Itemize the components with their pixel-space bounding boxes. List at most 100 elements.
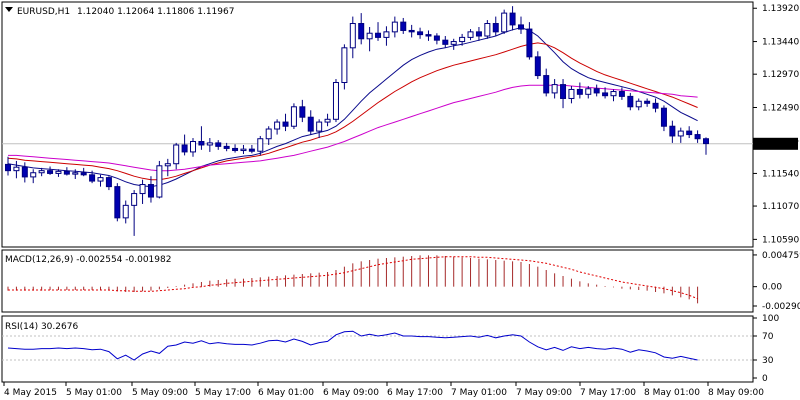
candle-body xyxy=(72,172,79,175)
moving-averages xyxy=(7,27,698,188)
rsi-panel-frame xyxy=(1,315,754,383)
candle xyxy=(610,89,617,102)
candle-body xyxy=(391,21,398,33)
symbol-label: EURUSD,H1 xyxy=(17,7,70,17)
price-panel[interactable]: EURUSD,H1 1.12040 1.12064 1.11806 1.1196… xyxy=(1,1,799,248)
candle-body xyxy=(265,128,272,140)
candle xyxy=(282,113,289,132)
candle-body xyxy=(105,177,112,188)
candle xyxy=(332,79,339,123)
candle xyxy=(593,84,600,97)
candle xyxy=(30,169,37,184)
time-tick-label: 6 May 01:00 xyxy=(258,388,314,398)
candle xyxy=(307,110,314,135)
candle xyxy=(206,138,213,152)
candle xyxy=(400,17,407,34)
candle-body xyxy=(652,102,659,109)
price-tick-label: 1.11070 xyxy=(762,202,799,212)
candle xyxy=(618,87,625,100)
candle xyxy=(635,98,642,111)
candle-body xyxy=(400,21,407,31)
candle xyxy=(139,179,146,204)
candle xyxy=(375,22,382,41)
candle-body xyxy=(560,84,567,99)
rsi-tick-label: 70 xyxy=(762,332,774,342)
candle-body xyxy=(703,138,709,145)
candle-body xyxy=(534,56,541,77)
candle xyxy=(391,16,398,38)
candle-body xyxy=(610,91,617,97)
candle xyxy=(358,13,365,45)
candle-body xyxy=(366,32,373,40)
candle xyxy=(316,119,323,139)
candle xyxy=(147,176,154,203)
candle xyxy=(433,33,440,45)
candle xyxy=(13,160,20,179)
price-tick-label: 1.11540 xyxy=(762,169,799,179)
candle xyxy=(290,103,297,130)
macd-panel[interactable]: MACD(12,26,9) -0.002554 -0.001982 0.0047… xyxy=(1,249,800,313)
candle xyxy=(686,126,693,139)
candle xyxy=(543,68,550,97)
candle-body xyxy=(475,31,482,37)
candle-body xyxy=(324,118,331,123)
candle-body xyxy=(63,170,70,175)
price-tick-label: 1.13440 xyxy=(762,38,799,48)
candle xyxy=(694,130,701,143)
candle-body xyxy=(686,130,693,136)
candle-body xyxy=(206,142,213,146)
candle-body xyxy=(602,92,609,97)
candle-body xyxy=(433,35,440,41)
rsi-panel[interactable]: RSI(14) 30.2676 100 70 30 0 xyxy=(1,314,779,384)
time-tick-label: 6 May 17:00 xyxy=(387,388,443,398)
candle xyxy=(652,98,659,113)
candle xyxy=(80,167,87,177)
rsi-tick-label: 0 xyxy=(762,374,768,384)
candle-body xyxy=(38,170,45,174)
candle xyxy=(517,16,524,34)
candle xyxy=(122,200,129,224)
collapse-triangle-icon[interactable] xyxy=(5,7,13,12)
candle xyxy=(534,51,541,80)
price-axis: 1.13920 1.13440 1.12970 1.12490 1.11540 1.110… xyxy=(753,4,799,245)
candle xyxy=(349,16,356,59)
rsi-axis: 100 70 30 0 xyxy=(753,314,779,384)
candle-body xyxy=(543,75,550,94)
candle-body xyxy=(198,141,205,146)
price-tick-label: 1.12490 xyxy=(762,103,799,113)
candle-body xyxy=(232,147,239,152)
candle-body xyxy=(13,166,20,172)
time-tick-label: 7 May 17:00 xyxy=(580,388,636,398)
candle-body xyxy=(526,28,533,58)
candle-body xyxy=(459,36,466,43)
candle-body xyxy=(215,142,222,147)
macd-histogram xyxy=(7,255,699,304)
candle-body xyxy=(190,141,197,153)
candle xyxy=(21,162,28,183)
price-tick-label: 1.13920 xyxy=(762,4,799,14)
candle-body xyxy=(585,88,592,95)
candle xyxy=(47,166,54,175)
candle xyxy=(181,134,188,156)
candle xyxy=(274,119,281,135)
current-price-box xyxy=(753,137,798,150)
candle-body xyxy=(694,134,701,140)
candle xyxy=(240,144,247,154)
candle-body xyxy=(30,172,37,178)
candle-body xyxy=(274,121,281,130)
candle xyxy=(383,26,390,46)
candle xyxy=(164,158,171,177)
candle-body xyxy=(417,31,424,36)
candle xyxy=(417,27,424,39)
moving-average-line xyxy=(7,27,698,188)
rsi-line xyxy=(7,330,698,361)
candle-body xyxy=(492,23,499,33)
candle xyxy=(501,9,508,34)
candle-body xyxy=(5,163,11,172)
candle-body xyxy=(139,184,146,195)
time-tick-label: 4 May 2015 xyxy=(4,388,57,398)
candle-body xyxy=(341,47,348,84)
candle xyxy=(89,170,96,184)
candle-body xyxy=(576,88,583,95)
